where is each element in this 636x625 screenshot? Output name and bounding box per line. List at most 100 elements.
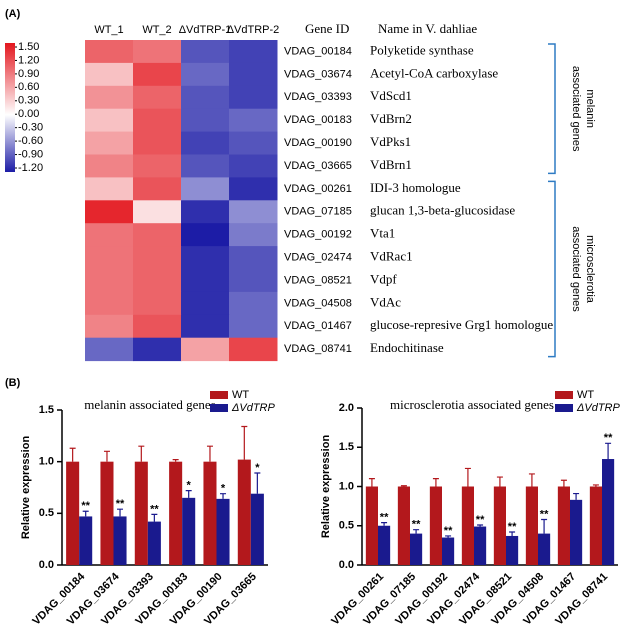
y-tick-label: 1.0 (339, 480, 354, 492)
heat-cell (181, 246, 230, 270)
significance: ** (412, 519, 421, 531)
heat-cell (133, 131, 182, 155)
error-bar (185, 490, 192, 498)
heat-cell (85, 200, 134, 224)
heat-cell (181, 200, 230, 224)
y-tick-label: 1.0 (39, 456, 54, 468)
color-tick-label: 1.50 (18, 41, 39, 53)
bar (250, 493, 264, 565)
error-bar (592, 484, 599, 487)
gene-name: Endochitinase (370, 340, 444, 355)
heat-cell (229, 337, 278, 362)
heat-cell (181, 131, 230, 155)
bar (100, 461, 114, 565)
chart-title: microsclerotia associated genes (390, 397, 554, 412)
heat-cell (133, 269, 182, 293)
error-bar (82, 510, 89, 517)
gene-name: glucose-represive Grg1 homologue (370, 317, 553, 332)
error-bar (605, 442, 612, 460)
significance: * (187, 480, 192, 492)
error-bar (445, 535, 452, 538)
bar (79, 516, 93, 565)
gene-id: VDAG_08741 (284, 343, 352, 355)
bar (493, 486, 506, 565)
color-tick-label: -0.60 (18, 135, 43, 147)
error-bar (509, 531, 516, 536)
gene-name: VdRac1 (370, 249, 413, 264)
heat-cell (85, 85, 134, 110)
heat-cell (181, 108, 230, 133)
legend-swatch (210, 391, 228, 399)
error-bar (528, 473, 535, 487)
heat-cell (133, 62, 182, 87)
bar (442, 537, 455, 565)
bar (397, 486, 410, 565)
legend-swatch (555, 404, 573, 412)
heat-cell (181, 177, 230, 201)
heat-cell (181, 314, 230, 339)
gene-name: Polyketide synthase (370, 42, 474, 57)
bar (410, 533, 423, 565)
bar (237, 459, 251, 565)
bar (570, 499, 583, 565)
gene-id: VDAG_04508 (284, 297, 352, 309)
color-tick-label: -0.90 (18, 148, 43, 160)
heat-cell (85, 269, 134, 293)
heat-cell (133, 314, 182, 339)
legend-swatch (555, 391, 573, 399)
heat-cell (181, 40, 230, 64)
significance: ** (116, 498, 125, 510)
error-bar (138, 445, 145, 462)
significance: ** (508, 521, 517, 533)
column-header: WT_1 (94, 24, 123, 36)
gene-name: Acetyl-CoA carboxylase (370, 65, 498, 80)
gene-name: IDI-3 homologue (370, 180, 461, 195)
heat-cell (229, 85, 278, 110)
bar (66, 461, 80, 565)
error-bar (560, 479, 567, 487)
heat-cell (85, 177, 134, 201)
gene-name: VdScd1 (370, 88, 412, 103)
gene-id: VDAG_00183 (284, 114, 352, 126)
heat-cell (133, 246, 182, 270)
heat-cell (229, 154, 278, 178)
id-header: Gene ID (305, 21, 349, 36)
significance: ** (540, 508, 549, 520)
error-bar (477, 524, 484, 527)
group-label: associated genes (570, 66, 582, 152)
heat-cell (229, 200, 278, 224)
bar (557, 486, 570, 565)
gene-id: VDAG_03665 (284, 160, 352, 172)
legend-swatch (210, 404, 228, 412)
heat-cell (85, 154, 134, 178)
y-tick-label: 0.5 (339, 520, 354, 532)
heat-cell (181, 291, 230, 316)
y-tick-label: 0.0 (39, 559, 54, 571)
gene-name: glucan 1,3-beta-glucosidase (370, 203, 515, 218)
gene-id: VDAG_00184 (284, 45, 352, 57)
heat-cell (229, 291, 278, 316)
color-tick-label: 0.90 (18, 68, 39, 80)
gene-name: Vdpf (370, 271, 397, 286)
error-bar (241, 425, 248, 460)
error-bar (400, 485, 407, 487)
heat-cell (181, 269, 230, 293)
error-bar (368, 478, 375, 487)
heat-cell (133, 154, 182, 178)
bar (429, 486, 442, 565)
heat-cell (133, 223, 182, 247)
heat-cell (133, 40, 182, 64)
significance: ** (444, 525, 453, 537)
legend-label: WT (577, 389, 594, 401)
heat-cell (133, 177, 182, 201)
group-label: microsclerotia (584, 235, 596, 304)
heat-cell (229, 177, 278, 201)
color-tick-label: -1.20 (18, 162, 43, 174)
error-bar (206, 445, 213, 462)
significance: * (221, 483, 226, 495)
bar (378, 525, 391, 565)
error-bar (69, 447, 76, 462)
y-tick-label: 1.5 (39, 404, 54, 416)
heat-cell (85, 131, 134, 155)
y-tick-label: 2.0 (339, 402, 354, 414)
